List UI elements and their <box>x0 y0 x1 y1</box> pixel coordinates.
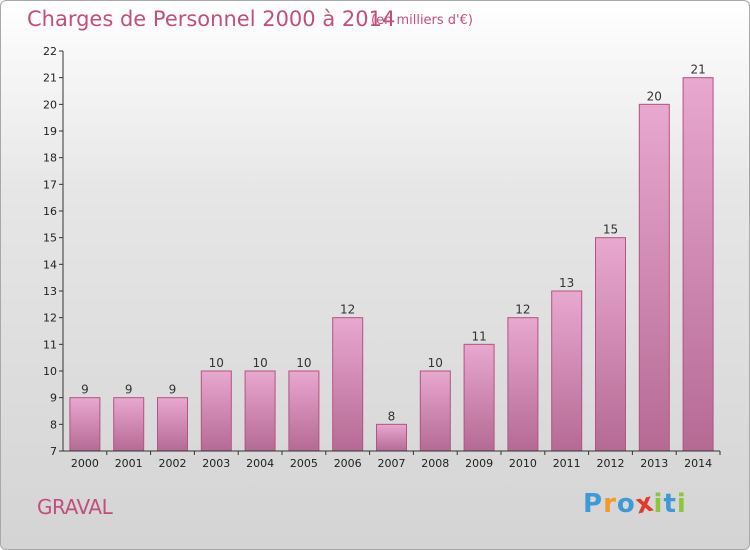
commune-name: GRAVAL <box>37 495 113 519</box>
proxiti-logo[interactable]: Proxiti <box>583 487 687 520</box>
x-tick-label: 2013 <box>640 457 668 470</box>
bar-2014 <box>682 77 714 452</box>
bar-2001 <box>113 397 145 452</box>
bar-2004 <box>244 370 276 452</box>
x-tick-label: 2011 <box>553 457 581 470</box>
logo-letter: r <box>603 489 617 519</box>
x-tick-label: 2008 <box>421 457 449 470</box>
bar-2003 <box>200 370 232 452</box>
bar-value-label: 11 <box>471 329 486 343</box>
x-tick-label: 2005 <box>290 457 318 470</box>
bar-2002 <box>157 397 188 452</box>
y-tick-label: 13 <box>43 285 57 298</box>
logo-letter: i <box>676 489 687 519</box>
bar-value-label: 10 <box>428 356 443 370</box>
x-tick-label: 2002 <box>159 457 187 470</box>
x-tick-label: 2001 <box>115 457 143 470</box>
y-tick-label: 9 <box>50 392 57 405</box>
bar-2011 <box>551 290 583 452</box>
chart-title: Charges de Personnel 2000 à 2014 <box>27 7 396 31</box>
x-tick-label: 2009 <box>465 457 493 470</box>
y-tick-label: 11 <box>43 338 57 351</box>
bar-value-label: 20 <box>647 89 662 103</box>
y-tick-label: 7 <box>50 445 57 458</box>
bar-value-label: 9 <box>125 383 133 397</box>
y-tick-label: 12 <box>43 312 57 325</box>
y-tick-label: 8 <box>50 418 57 431</box>
y-tick-label: 19 <box>43 125 57 138</box>
x-tick-label: 2012 <box>597 457 625 470</box>
bar-value-label: 15 <box>603 223 618 237</box>
bar-value-label: 10 <box>296 356 311 370</box>
bar-value-label: 13 <box>559 276 574 290</box>
bar-value-label: 10 <box>252 356 267 370</box>
bar-2007 <box>376 423 407 452</box>
y-tick-label: 17 <box>43 178 57 191</box>
y-tick-label: 21 <box>43 72 57 85</box>
bar-value-label: 9 <box>81 383 89 397</box>
x-tick-label: 2010 <box>509 457 537 470</box>
bar-2005 <box>288 370 320 452</box>
x-tick-label: 2007 <box>378 457 406 470</box>
bar-value-label: 9 <box>169 383 177 397</box>
y-tick-label: 20 <box>43 98 57 111</box>
chart-subtitle: (en milliers d'€) <box>371 13 473 28</box>
logo-letter: t <box>663 489 677 519</box>
bars: 9 9 9 10 10 10 12 8 10 11 12 13 15 20 21 <box>69 63 714 452</box>
y-tick-label: 14 <box>43 258 57 271</box>
bar-2012 <box>595 237 626 452</box>
x-tick-label: 2014 <box>684 457 712 470</box>
y-tick-label: 22 <box>43 45 57 58</box>
bar-value-label: 21 <box>690 63 705 77</box>
bar-value-label: 12 <box>340 303 355 317</box>
logo-letter: o <box>616 489 636 519</box>
bar-2009 <box>463 343 495 452</box>
x-tick-label: 2006 <box>334 457 362 470</box>
bar-2010 <box>507 317 539 452</box>
x-tick-label: 2004 <box>246 457 274 470</box>
bar-value-label: 12 <box>515 303 530 317</box>
x-tick-label: 2000 <box>71 457 99 470</box>
bar-2013 <box>638 103 670 452</box>
bar-2006 <box>332 317 364 452</box>
bar-2008 <box>419 370 451 452</box>
y-tick-label: 16 <box>43 205 57 218</box>
bar-value-label: 10 <box>209 356 224 370</box>
y-axis: 7 8 9 10 11 12 13 14 15 16 17 18 19 20 21 22 <box>43 45 64 458</box>
logo-letter: i <box>653 489 664 519</box>
logo-letter: P <box>583 489 604 519</box>
y-tick-label: 15 <box>43 232 57 245</box>
bar-value-label: 8 <box>388 409 396 423</box>
y-tick-label: 18 <box>43 152 57 165</box>
x-axis: 2000 2001 2002 2003 2004 2005 2006 2007 2008 2009… <box>63 450 721 470</box>
x-tick-label: 2003 <box>202 457 230 470</box>
bar-2000 <box>69 397 101 452</box>
y-tick-label: 10 <box>43 365 57 378</box>
